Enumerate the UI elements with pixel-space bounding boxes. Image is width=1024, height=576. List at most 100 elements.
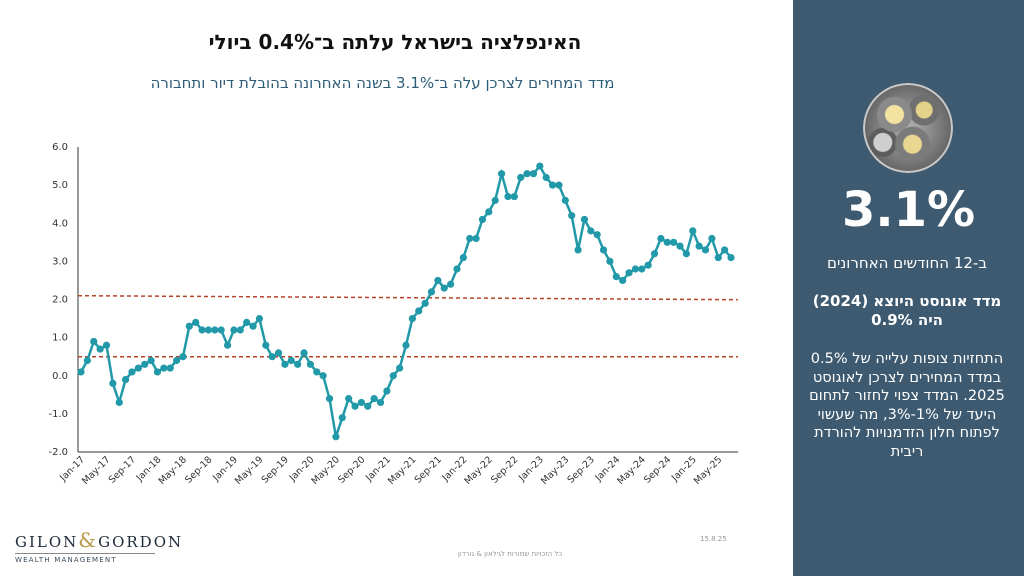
data-point [447,280,455,288]
data-point [351,402,359,410]
data-point [281,360,289,368]
data-point [338,414,346,422]
data-point [529,170,538,178]
y-tick-label: 5.0 [52,180,68,191]
series-line [79,163,732,438]
x-tick-label: May-19 [233,454,266,487]
data-point [364,402,372,410]
data-point [485,208,493,216]
target-upper-line [77,294,739,301]
data-point [415,307,423,315]
x-tick-label: May-22 [462,454,495,487]
data-point [676,242,684,250]
data-point [268,353,276,361]
data-point [204,326,213,334]
data-point [695,242,703,250]
data-point [396,364,404,372]
data-point [440,284,448,292]
data-point [230,326,238,334]
data-point [536,162,544,170]
x-tick-label: Sep-22 [489,454,520,485]
data-point [211,326,219,334]
data-point [612,273,620,281]
data-point [555,181,563,189]
data-point [217,326,225,334]
y-tick-labels: -2.0 -1.0 0.0 1.0 2.0 3.0 4.0 5.0 6.0 [48,142,68,458]
data-point [249,322,257,330]
page-subtitle: מדד המחירים לצרכן עלה ב־3.1% בשנה האחרונ… [150,74,615,92]
data-point [619,276,627,285]
data-point [243,318,251,326]
data-point [561,196,569,204]
y-tick-label: 1.0 [52,333,68,344]
x-tick-label: Sep-23 [566,454,597,485]
data-point [370,395,378,403]
data-point [497,170,506,178]
company-logo: GILON&GORDON WEALTH MANAGEMENT [15,528,181,564]
highlight-line2: היה 0.9% [871,311,943,329]
data-point [459,253,467,262]
data-point [670,238,678,246]
data-point [96,345,104,353]
data-point [402,341,410,349]
y-tick-label: 3.0 [52,256,68,267]
data-point [606,257,614,265]
data-point [223,341,232,349]
data-point [657,234,665,243]
data-point [376,398,385,407]
footer-copyright: כל הזכויות שמורות לגילאון & גורדון [457,550,563,558]
x-tick-label: May-20 [309,454,342,487]
x-tick-label: May-18 [157,454,190,487]
data-point [262,341,270,349]
data-point [587,227,595,235]
data-point [580,215,589,224]
data-point [434,276,442,285]
data-point [109,379,117,387]
data-point [90,337,98,346]
data-point [421,299,429,307]
footer-date: 15.8.25 [700,535,727,543]
coins-image [863,83,953,173]
data-point [332,433,340,441]
data-point [102,341,111,349]
highlight-line1: מדד אוגוסט היוצא (2024) [812,292,1002,310]
x-tick-label: Sep-18 [183,454,214,485]
data-point [548,181,557,189]
data-point [491,196,499,204]
x-tick-label: May-23 [539,454,572,487]
data-point [714,253,722,262]
data-point [236,326,244,334]
data-point [172,356,181,365]
big-number: 3.1% [841,182,976,238]
data-point [408,314,416,323]
sidebar-panel: 3.1% ב-12 החודשים האחרונים מדד אוגוסט הי… [793,0,1024,576]
data-point [192,318,200,326]
series-layer [77,162,735,441]
data-point [701,246,710,254]
data-point [287,356,295,365]
data-point [313,368,321,376]
data-point [325,395,334,403]
data-point [663,238,671,246]
data-point [625,269,633,277]
data-point [198,326,206,334]
data-point [185,322,193,330]
chart-axes [77,147,738,453]
data-point [638,265,646,273]
page-title: האינפלציה בישראל עלתה ב־0.4% ביולי [208,30,582,54]
x-tick-label: May-25 [692,454,725,487]
logo-text-right: GORDON [98,533,184,551]
y-tick-label: -2.0 [48,447,68,458]
data-point [357,398,365,407]
data-point [523,170,531,178]
x-tick-label: May-17 [80,454,113,487]
data-point [644,261,652,269]
data-point [708,234,716,243]
data-point [122,375,130,384]
x-tick-label: May-21 [386,454,419,487]
data-point [631,265,640,273]
data-point [478,215,487,224]
data-point [650,250,659,258]
y-tick-label: 0.0 [52,371,68,382]
data-point [255,314,264,323]
